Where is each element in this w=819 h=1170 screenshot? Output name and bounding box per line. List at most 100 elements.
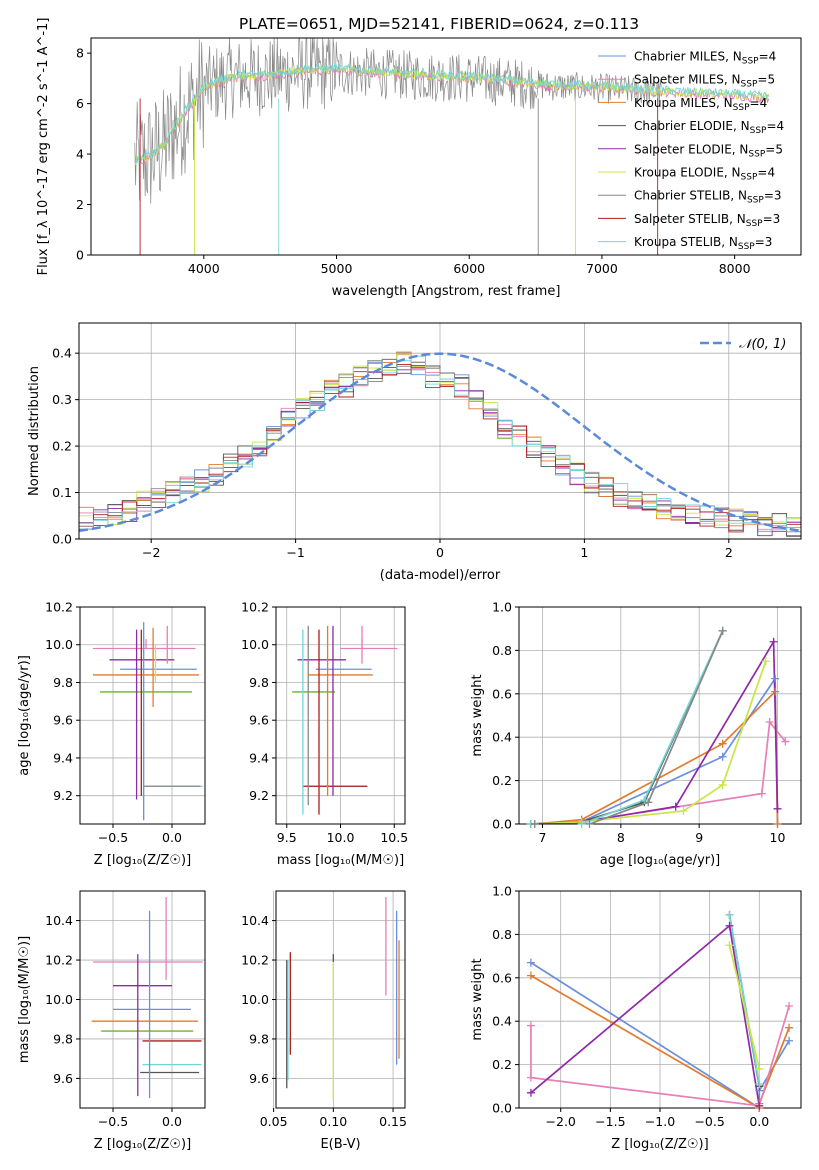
x-axis-label: age [log₁₀(age/yr)] — [600, 853, 721, 868]
y-axis-label: mass [log₁₀(M/M☉)] — [17, 936, 32, 1063]
legend-label: Salpeter ELODIE, NSSP=5 — [634, 142, 783, 159]
gaussian-curve — [79, 352, 801, 533]
data-marker — [526, 971, 535, 980]
y-tick-label: 2 — [76, 197, 84, 212]
y-tick-label: 0.1 — [52, 485, 72, 500]
series-line — [728, 914, 761, 1085]
spectrum-data-line — [134, 38, 662, 204]
x-tick-label: −0.5 — [98, 1114, 128, 1129]
y-tick-label: 0 — [76, 248, 84, 263]
y-tick-label: 10.2 — [45, 600, 73, 615]
data-marker — [526, 1088, 535, 1097]
y-tick-label: 0.3 — [52, 392, 72, 407]
y-tick-label: 9.4 — [249, 750, 269, 765]
age-vs-mass-panel: 9.5 10.0 10.5 9.2 9.4 9.6 9.8 10.0 10.2 mass [log… — [241, 600, 408, 869]
y-tick-label: 9.2 — [249, 788, 269, 803]
legend-suffix: =5 — [757, 73, 775, 87]
legend-suffix: =4 — [750, 96, 768, 110]
spectrum-model-line — [134, 62, 769, 164]
plot-area — [292, 625, 398, 815]
x-axis-label: Z [log₁₀(Z/Z☉)] — [94, 853, 191, 868]
legend-subscript: SSP — [746, 219, 763, 229]
series-line — [728, 945, 761, 1070]
axes-frame: −0.5 0.0 9.6 9.8 10.0 10.2 10.4 Z [log₁₀(Z/Z☉)]… — [17, 890, 206, 1152]
x-tick-label: 8000 — [719, 261, 751, 276]
legend-subscript: SSP — [741, 173, 758, 183]
data-marker — [526, 1073, 535, 1082]
x-tick-label: 0 — [436, 545, 444, 560]
data-marker — [585, 820, 594, 828]
plot-area — [286, 896, 400, 1101]
axes-border — [518, 606, 802, 825]
axes-frame: −2.0 −1.5 −1.0 −0.5 0.0 0.0 0.2 0.4 0.6 0.8 1.0 Z [… — [470, 884, 802, 1152]
y-tick-label: 9.8 — [53, 675, 73, 690]
y-tick-label: 0.2 — [492, 773, 512, 788]
y-tick-label: 10.2 — [45, 953, 73, 968]
series-line — [530, 1005, 790, 1107]
data-marker — [577, 820, 586, 828]
data-marker — [718, 780, 727, 789]
x-tick-label: −0.5 — [694, 1114, 724, 1129]
data-marker — [785, 1023, 794, 1032]
y-axis-label: age [log₁₀(age/yr)] — [17, 655, 32, 776]
y-tick-label: 9.2 — [53, 788, 73, 803]
data-marker — [679, 806, 688, 815]
x-axis-label: E(B-V) — [320, 1137, 360, 1152]
series-line — [534, 689, 779, 824]
y-tick-label: 1.0 — [492, 884, 512, 899]
legend-label: Kroupa ELODIE, NSSP=4 — [634, 166, 775, 183]
y-tick-label: 1.0 — [492, 600, 512, 615]
legend-label: Salpeter MILES, NSSP=5 — [634, 73, 775, 90]
age-vs-Z-panel: −0.5 0.0 9.2 9.4 9.6 9.8 10.0 10.2 Z [log₁₀(Z/Z☉… — [17, 600, 206, 868]
data-marker — [773, 804, 782, 813]
data-marker — [755, 1101, 764, 1110]
data-marker — [671, 802, 680, 811]
residual-histogram-panel: −2 −1 0 1 2 0.0 0.1 0.2 0.3 0.4 (data-model)/error… — [27, 322, 802, 583]
y-tick-label: 0.4 — [52, 346, 72, 361]
y-tick-label: 10.0 — [241, 637, 269, 652]
y-tick-label: 10.0 — [45, 992, 73, 1007]
x-tick-label: −1 — [286, 545, 304, 560]
legend-label: Chabrier MILES, NSSP=4 — [634, 50, 776, 67]
series-line — [534, 630, 724, 824]
y-tick-label: 10.4 — [241, 913, 269, 928]
legend-subscript: SSP — [742, 57, 759, 67]
x-tick-label: −0.5 — [98, 830, 128, 845]
mass-vs-EBV-panel: 0.05 0.10 0.15 9.6 9.8 10.0 10.2 10.4 E(B-V) — [241, 890, 407, 1152]
legend-label: Salpeter STELIB, NSSP=3 — [634, 212, 780, 229]
plot-area — [79, 351, 801, 539]
x-tick-label: 5000 — [321, 261, 353, 276]
series-line — [530, 924, 761, 1106]
y-tick-label: 10.0 — [45, 637, 73, 652]
legend-subscript: SSP — [741, 80, 758, 90]
y-tick-label: 9.4 — [53, 750, 73, 765]
y-tick-label: 9.6 — [53, 1071, 73, 1086]
y-tick-label: 0.2 — [492, 1057, 512, 1072]
data-marker — [644, 798, 653, 807]
x-tick-label: 6000 — [453, 261, 485, 276]
data-marker — [718, 739, 727, 748]
histogram-step — [79, 355, 801, 539]
x-tick-label: 9.5 — [277, 830, 297, 845]
y-tick-label: 10.4 — [45, 913, 73, 928]
legend-subscript: SSP — [750, 126, 767, 136]
legend-suffix: =4 — [757, 166, 775, 180]
x-tick-label: 7 — [539, 830, 547, 845]
legend-suffix: =3 — [755, 235, 773, 249]
axes-border — [79, 606, 206, 825]
x-axis-label: (data-model)/error — [380, 568, 501, 583]
data-marker — [769, 637, 778, 646]
mass-vs-Z-panel: −0.5 0.0 9.6 9.8 10.0 10.2 10.4 Z [log₁₀(Z/Z☉)]… — [17, 890, 206, 1152]
x-tick-label: 1 — [580, 545, 588, 560]
legend-label: Chabrier STELIB, NSSP=3 — [634, 189, 782, 206]
x-tick-label: 0.0 — [749, 1114, 769, 1129]
y-tick-label: 9.6 — [53, 713, 73, 728]
legend-suffix: =5 — [765, 142, 783, 156]
axes-frame: 0.05 0.10 0.15 9.6 9.8 10.0 10.2 10.4 E(B-V) — [241, 890, 407, 1152]
data-marker — [718, 626, 727, 635]
spectrum-panel: 4000 5000 6000 7000 8000 0 2 4 6 8 wavelength [Ang… — [36, 18, 802, 299]
data-marker — [755, 1080, 764, 1089]
y-tick-label: 10.2 — [241, 600, 269, 615]
y-tick-label: 0.4 — [492, 1014, 512, 1029]
legend-subscript: SSP — [733, 103, 750, 113]
